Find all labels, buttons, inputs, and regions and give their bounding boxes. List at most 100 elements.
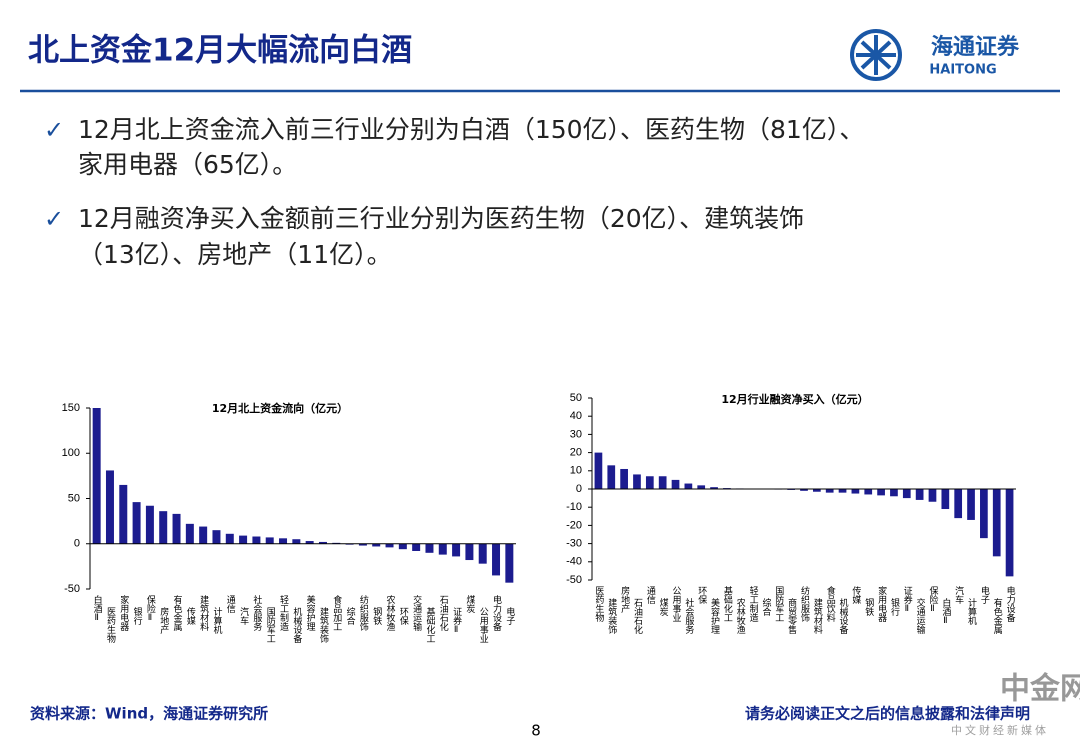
x-tick-label: 石油石化: [438, 595, 449, 632]
x-tick-label: 环保: [696, 586, 707, 605]
x-tick-label: 国防军工: [773, 586, 784, 622]
bar: [992, 489, 1001, 557]
bar: [967, 489, 975, 520]
x-tick-label: 电子: [504, 606, 515, 625]
x-tick-label: 证券Ⅱ: [451, 607, 462, 635]
bar: [358, 543, 367, 546]
x-tick-label: 食品加工: [331, 594, 342, 631]
y-tick-label: -10: [566, 501, 582, 513]
bar: [385, 543, 394, 548]
x-tick-label: 机械设备: [838, 597, 849, 634]
bar: [812, 489, 821, 492]
y-tick-label: 30: [570, 428, 582, 440]
x-tick-label: 轻工制造: [278, 594, 289, 632]
x-tick-label: 银行: [132, 606, 143, 626]
x-tick-label: 证券Ⅱ: [902, 586, 913, 614]
chart-title: 12月行业融资净买入（亿元）: [721, 392, 868, 406]
x-tick-label: 房地产: [158, 606, 169, 635]
y-tick-label: 0: [576, 483, 582, 495]
bar: [438, 543, 447, 555]
bar: [92, 408, 101, 544]
watermark-sub: 中文财经新媒体: [951, 723, 1049, 737]
x-tick-label: 国防军工: [265, 607, 276, 643]
chart-title: 12月北上资金流向（亿元）: [212, 401, 348, 415]
bar: [252, 536, 261, 544]
bar: [658, 476, 667, 489]
x-tick-label: 综合: [760, 597, 771, 617]
watermark: 中金网: [1000, 672, 1080, 707]
bar: [372, 543, 381, 547]
y-tick-label: -50: [566, 574, 582, 586]
x-tick-label: 基础化工: [722, 585, 733, 622]
bar: [800, 489, 808, 491]
bar: [890, 489, 898, 497]
x-tick-label: 有色金属: [172, 594, 183, 632]
bar: [838, 489, 847, 493]
bar: [594, 452, 603, 489]
x-tick-label: 建筑装饰: [606, 597, 617, 635]
y-tick-label: -30: [566, 538, 582, 550]
x-tick-label: 银行: [889, 597, 900, 617]
bar: [505, 543, 514, 583]
bar: [902, 489, 911, 499]
x-tick-label: 家用电器: [876, 585, 887, 622]
x-tick-label: 公用事业: [671, 586, 682, 622]
x-tick-label: 美容护理: [709, 597, 720, 634]
x-tick-label: 纺织服饰: [799, 585, 810, 623]
bar: [159, 511, 168, 544]
bar: [398, 543, 407, 550]
x-tick-label: 环保: [398, 607, 409, 626]
x-tick-label: 建筑装饰: [318, 606, 329, 644]
bar: [412, 543, 421, 551]
bar: [185, 523, 194, 544]
x-tick-label: 电子: [979, 585, 990, 604]
x-tick-label: 农林牧渔: [385, 594, 396, 631]
bar: [172, 513, 181, 544]
y-tick-label: 10: [570, 465, 582, 477]
x-tick-label: 农林牧渔: [735, 597, 746, 634]
x-tick-label: 基础化工: [424, 606, 435, 643]
bar: [225, 533, 234, 544]
bar: [633, 474, 641, 489]
bar: [478, 543, 487, 564]
y-tick-label: 0: [74, 538, 80, 550]
bar: [915, 489, 924, 500]
x-tick-label: 汽车: [953, 585, 964, 605]
bar: [710, 487, 718, 489]
logo-name: 海通证券: [931, 34, 1020, 60]
x-tick-label: 石油石化: [632, 598, 643, 635]
bullet-line: 12月北上资金流入前三行业分别为白酒（150亿）、医药生物（81亿）、: [78, 115, 864, 144]
x-tick-label: 商贸零售: [786, 597, 797, 635]
bar: [145, 505, 154, 544]
bar: [877, 489, 885, 496]
bar: [212, 530, 221, 544]
bar: [119, 484, 128, 544]
bar: [105, 470, 114, 544]
bar: [607, 465, 616, 489]
bar: [684, 483, 693, 489]
source: 资料来源：Wind，海通证券研究所: [30, 705, 268, 723]
disclaimer: 请务必阅读正文之后的信息披露和法律声明: [745, 705, 1030, 723]
x-tick-label: 社会服务: [251, 594, 262, 632]
x-tick-label: 美容护理: [305, 594, 316, 631]
bar: [954, 489, 963, 519]
y-tick-label: 150: [62, 402, 80, 414]
x-tick-label: 有色金属: [992, 597, 1003, 635]
slide-title: 北上资金12月大幅流向白酒: [28, 33, 412, 69]
x-tick-label: 钢铁: [371, 606, 382, 626]
bullet-line: 12月融资净买入金额前三行业分别为医药生物（20亿）、建筑装饰: [78, 204, 804, 233]
x-tick-label: 纺织服饰: [358, 594, 369, 632]
y-tick-label: 50: [68, 492, 80, 504]
bar: [318, 541, 327, 544]
y-tick-label: 100: [62, 447, 80, 459]
bar: [279, 538, 288, 544]
y-tick-label: 20: [570, 447, 582, 459]
bar: [425, 543, 434, 553]
bar: [980, 489, 988, 539]
x-tick-label: 白酒Ⅱ: [940, 597, 951, 626]
bar: [292, 539, 301, 544]
x-tick-label: 汽车: [238, 606, 249, 626]
x-tick-label: 公用事业: [478, 607, 489, 643]
x-tick-label: 保险Ⅱ: [145, 594, 156, 623]
